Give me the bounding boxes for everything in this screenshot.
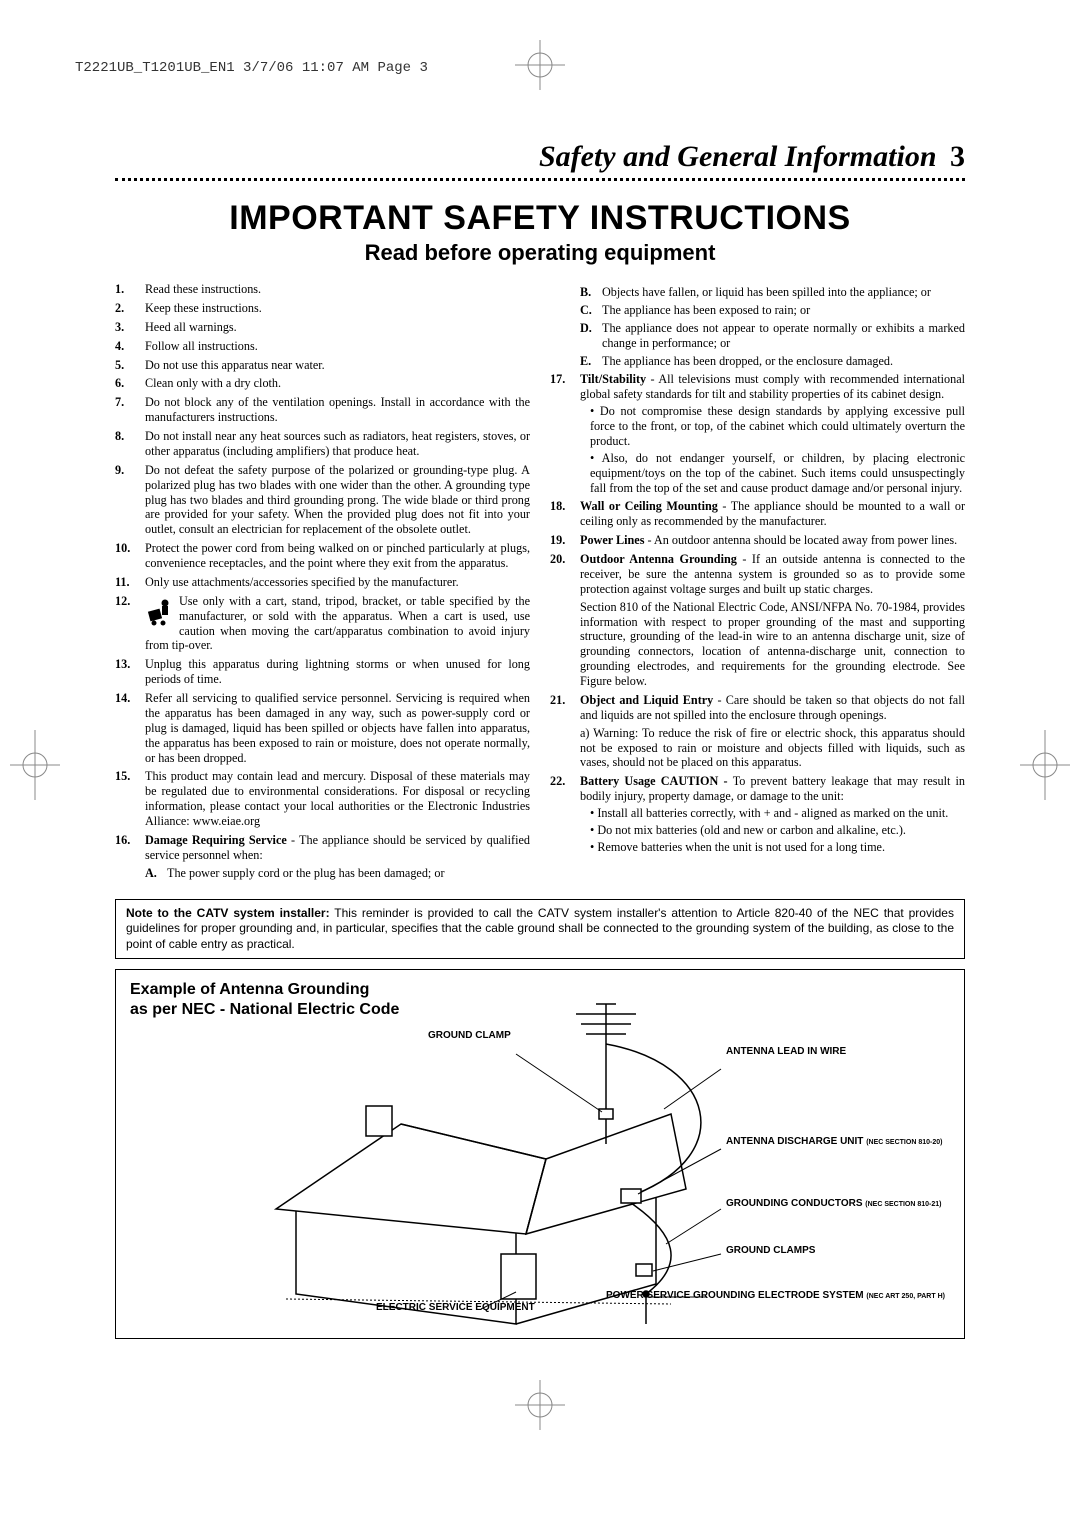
sub-item: D.The appliance does not appear to opera… [550,321,965,351]
instruction-item: 19.Power Lines - An outdoor antenna shou… [550,533,965,548]
instruction-item: 21.Object and Liquid Entry - Care should… [550,693,965,770]
instruction-paragraph: Section 810 of the National Electric Cod… [580,600,965,689]
bullet-item: • Also, do not endanger yourself, or chi… [580,451,965,496]
instruction-item: 8.Do not install near any heat sources s… [115,429,530,459]
antenna-diagram-box: Example of Antenna Grounding as per NEC … [115,969,965,1339]
label-ground-clamps: GROUND CLAMPS [726,1245,815,1256]
label-grounding-conductors: GROUNDING CONDUCTORS (NEC SECTION 810-21… [726,1198,942,1209]
instruction-item: 5.Do not use this apparatus near water. [115,358,530,373]
main-title: IMPORTANT SAFETY INSTRUCTIONS [115,199,965,238]
subtitle: Read before operating equipment [115,240,965,266]
instruction-paragraph: a) Warning: To reduce the risk of fire o… [580,726,965,771]
instruction-columns: 1.Read these instructions. 2.Keep these i… [115,282,965,885]
instruction-item: 18.Wall or Ceiling Mounting - The applia… [550,499,965,529]
instruction-item: 17.Tilt/Stability - All televisions must… [550,372,965,495]
instruction-item: 13.Unplug this apparatus during lightnin… [115,657,530,687]
label-power-electrode: POWER SERVICE GROUNDING ELECTRODE SYSTEM… [606,1290,945,1301]
bullet-item: • Remove batteries when the unit is not … [580,840,965,855]
section-header: Safety and General Information 3 [115,140,965,178]
label-discharge-unit: ANTENNA DISCHARGE UNIT (NEC SECTION 810-… [726,1136,942,1147]
instruction-item: 20.Outdoor Antenna Grounding - If an out… [550,552,965,689]
bullet-item: • Do not mix batteries (old and new or c… [580,823,965,838]
print-header-slug: T2221UB_T1201UB_EN1 3/7/06 11:07 AM Page… [75,60,428,76]
bullet-item: • Install all batteries correctly, with … [580,806,965,821]
sub-item: C.The appliance has been exposed to rain… [550,303,965,318]
label-ground-clamp: GROUND CLAMP [428,1030,511,1041]
page: T2221UB_T1201UB_EN1 3/7/06 11:07 AM Page… [0,0,1080,1528]
instruction-item: 14.Refer all servicing to qualified serv… [115,691,530,765]
instruction-item: 10.Protect the power cord from being wal… [115,541,530,571]
instruction-item: 1.Read these instructions. [115,282,530,297]
instruction-item: 2.Keep these instructions. [115,301,530,316]
instruction-item: 11.Only use attachments/accessories spec… [115,575,530,590]
instruction-item: 22.Battery Usage CAUTION - To prevent ba… [550,774,965,854]
instruction-item: 9.Do not defeat the safety purpose of th… [115,463,530,537]
sub-item: A.The power supply cord or the plug has … [145,866,530,881]
crop-mark-right [1020,730,1070,800]
house-antenna-diagram [216,994,936,1334]
crop-mark-bottom [490,1380,590,1430]
sub-item: B.Objects have fallen, or liquid has bee… [550,285,965,300]
dotted-rule [115,178,965,181]
instruction-item: 12.Use only with a cart, stand, tripod, … [115,594,530,654]
crop-mark-top [490,40,590,90]
instruction-item: 6.Clean only with a dry cloth. [115,376,530,391]
cart-tip-icon [145,596,175,626]
instruction-item: 7.Do not block any of the ventilation op… [115,395,530,425]
section-title: Safety and General Information [539,140,937,173]
instruction-item: 15.This product may contain lead and mer… [115,769,530,829]
catv-note-box: Note to the CATV system installer: This … [115,899,965,960]
instruction-item: 3.Heed all warnings. [115,320,530,335]
right-column: B.Objects have fallen, or liquid has bee… [550,282,965,885]
label-antenna-lead: ANTENNA LEAD IN WIRE [726,1046,846,1057]
content: Safety and General Information 3 IMPORTA… [115,140,965,1339]
label-electric-service: ELECTRIC SERVICE EQUIPMENT [376,1302,535,1313]
page-number: 3 [950,140,965,173]
left-column: 1.Read these instructions. 2.Keep these i… [115,282,530,885]
sub-item: E.The appliance has been dropped, or the… [550,354,965,369]
note-bold: Note to the CATV system installer: [126,906,330,920]
bullet-item: • Do not compromise these design standar… [580,404,965,449]
instruction-item: 16.Damage Requiring Service - The applia… [115,833,530,881]
instruction-item: 4.Follow all instructions. [115,339,530,354]
crop-mark-left [10,730,60,800]
